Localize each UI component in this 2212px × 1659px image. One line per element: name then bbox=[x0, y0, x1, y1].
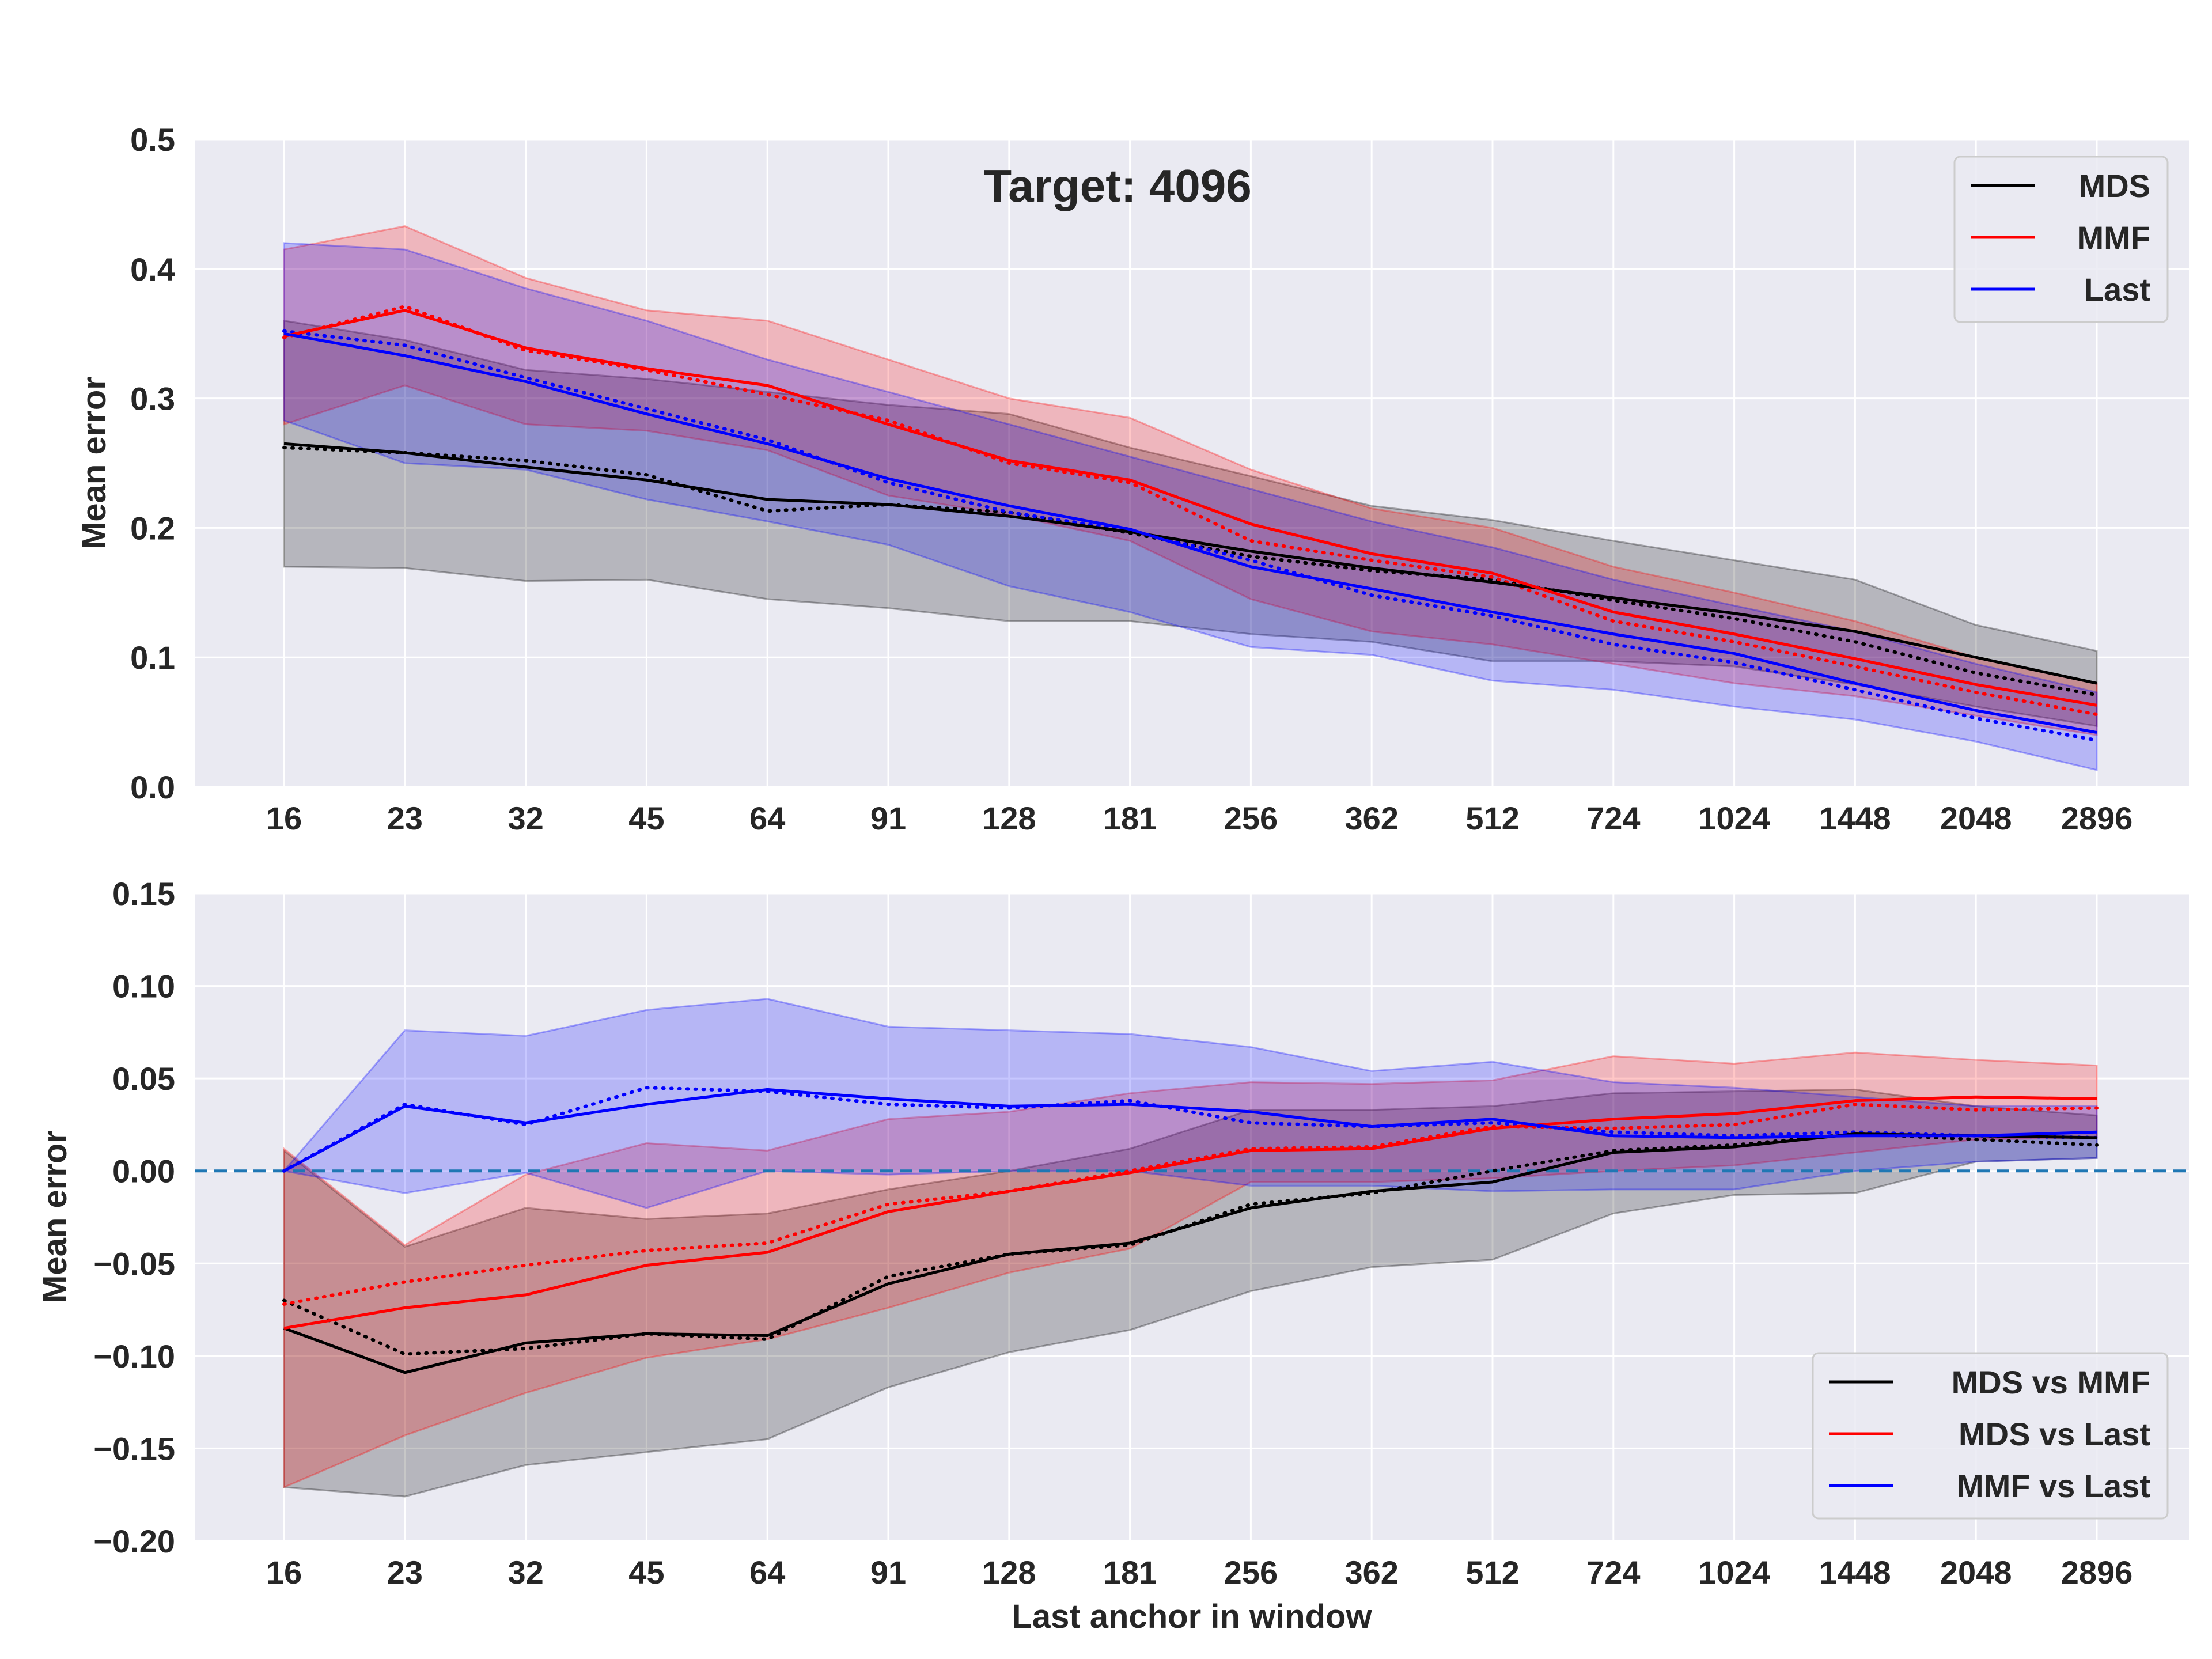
x-tick-label: 1448 bbox=[1819, 800, 1891, 836]
x-tick-label: 1024 bbox=[1698, 800, 1770, 836]
x-tick-label: 181 bbox=[1103, 1554, 1157, 1590]
x-tick-label: 256 bbox=[1224, 800, 1278, 836]
legend-box bbox=[1812, 1352, 2169, 1520]
x-tick-label: 512 bbox=[1465, 800, 1519, 836]
x-tick-label: 362 bbox=[1344, 800, 1398, 836]
series-dotted-line bbox=[282, 304, 2099, 717]
x-tick-label: 512 bbox=[1465, 1554, 1519, 1590]
x-tick-label: 128 bbox=[982, 1554, 1036, 1590]
bottom-legend: MDS vs MMF MDS vs Last MMF vs Last bbox=[1812, 1352, 2169, 1520]
x-axis-label: Last anchor in window bbox=[1012, 1598, 1372, 1635]
series-dotted-line bbox=[282, 329, 2099, 743]
top-grid bbox=[195, 138, 2189, 788]
x-tick-label: 32 bbox=[507, 1554, 543, 1590]
series-dotted-line bbox=[282, 446, 2099, 697]
legend-label: MDS vs MMF bbox=[1952, 1364, 2150, 1400]
y-tick-label: −0.10 bbox=[93, 1338, 175, 1374]
bottom-y-tick-labels: 0.15 0.10 0.05 0.00 −0.05 −0.10 −0.15 −0.20 bbox=[93, 876, 175, 1559]
x-tick-label: 2048 bbox=[1940, 1554, 2012, 1590]
x-tick-label: 32 bbox=[507, 800, 543, 836]
y-tick-label: −0.20 bbox=[93, 1523, 175, 1559]
legend-label: MMF vs Last bbox=[1957, 1468, 2150, 1504]
x-tick-label: 2048 bbox=[1940, 800, 2012, 836]
series-line bbox=[283, 332, 2097, 734]
series-dotted-line bbox=[282, 1132, 2099, 1356]
legend-label: MMF bbox=[2077, 219, 2150, 256]
top-legend: MDS MMF Last bbox=[1953, 156, 2169, 323]
x-tick-label: 724 bbox=[1586, 800, 1640, 836]
x-tick-label: 128 bbox=[982, 800, 1036, 836]
x-tick-label: 2896 bbox=[2061, 800, 2133, 836]
x-tick-label: 64 bbox=[749, 1554, 785, 1590]
y-tick-label: 0.15 bbox=[112, 876, 175, 912]
y-tick-label: 0.00 bbox=[112, 1153, 175, 1190]
top-panel: 0.0 0.1 0.2 0.3 0.4 0.5 16 23 32 45 64 91 128 181 256… bbox=[75, 122, 2189, 836]
y-tick-label: 0.05 bbox=[112, 1060, 175, 1097]
x-tick-label: 45 bbox=[628, 800, 664, 836]
x-tick-label: 1024 bbox=[1698, 1554, 1770, 1590]
series-line bbox=[283, 1088, 2097, 1172]
series-dotted-line bbox=[282, 1086, 2099, 1173]
bottom-y-axis-label: Mean error bbox=[36, 1130, 74, 1303]
series-line bbox=[283, 442, 2097, 685]
x-tick-label: 23 bbox=[387, 1554, 423, 1590]
top-y-axis-label: Mean error bbox=[75, 377, 113, 550]
top-series-lines bbox=[282, 304, 2099, 743]
y-tick-label: −0.05 bbox=[93, 1245, 175, 1282]
confidence-band bbox=[283, 225, 2098, 736]
x-tick-label: 2896 bbox=[2061, 1554, 2133, 1590]
top-y-tick-labels: 0.0 0.1 0.2 0.3 0.4 0.5 bbox=[130, 122, 175, 805]
x-tick-label: 91 bbox=[870, 1554, 906, 1590]
top-x-tick-labels: 16 23 32 45 64 91 128 181 256 362 512 724 1024 1448 20… bbox=[266, 800, 2133, 836]
legend-label: Last bbox=[2084, 271, 2150, 308]
x-tick-label: 1448 bbox=[1819, 1554, 1891, 1590]
legend-label: MDS bbox=[2079, 168, 2150, 204]
y-tick-label: −0.15 bbox=[93, 1430, 175, 1467]
bottom-confidence-bands bbox=[282, 998, 2098, 1498]
x-tick-label: 91 bbox=[870, 800, 906, 836]
series-line bbox=[283, 1132, 2097, 1374]
legend-box bbox=[1953, 156, 2169, 323]
y-tick-label: 0.1 bbox=[130, 639, 175, 676]
series-dotted-line bbox=[282, 1103, 2099, 1306]
bottom-x-tick-labels: 16 23 32 45 64 91 128 181 256 362 512 724 1024 1448 20… bbox=[266, 1554, 2133, 1590]
y-tick-label: 0.0 bbox=[130, 769, 175, 805]
top-chart-title: Target: 4096 bbox=[983, 160, 1251, 211]
y-tick-label: 0.5 bbox=[130, 122, 175, 158]
x-tick-label: 16 bbox=[266, 800, 302, 836]
x-tick-label: 724 bbox=[1586, 1554, 1640, 1590]
x-tick-label: 64 bbox=[749, 800, 785, 836]
series-line bbox=[283, 1095, 2097, 1330]
legend-label: MDS vs Last bbox=[1959, 1416, 2150, 1452]
x-tick-label: 45 bbox=[628, 1554, 664, 1590]
y-tick-label: 0.3 bbox=[130, 381, 175, 417]
y-tick-label: 0.10 bbox=[112, 968, 175, 1005]
y-tick-label: 0.4 bbox=[130, 251, 175, 287]
x-tick-label: 256 bbox=[1224, 1554, 1278, 1590]
top-plot-background bbox=[195, 139, 2189, 787]
x-tick-label: 23 bbox=[387, 800, 423, 836]
bottom-series-lines bbox=[282, 1086, 2099, 1374]
y-tick-label: 0.2 bbox=[130, 510, 175, 546]
x-tick-label: 16 bbox=[266, 1554, 302, 1590]
x-tick-label: 181 bbox=[1103, 800, 1157, 836]
series-line bbox=[283, 309, 2097, 707]
bottom-panel: 0.15 0.10 0.05 0.00 −0.05 −0.10 −0.15 −0.20 16 2… bbox=[36, 876, 2189, 1635]
x-tick-label: 362 bbox=[1344, 1554, 1398, 1590]
confidence-band bbox=[283, 1088, 2098, 1498]
